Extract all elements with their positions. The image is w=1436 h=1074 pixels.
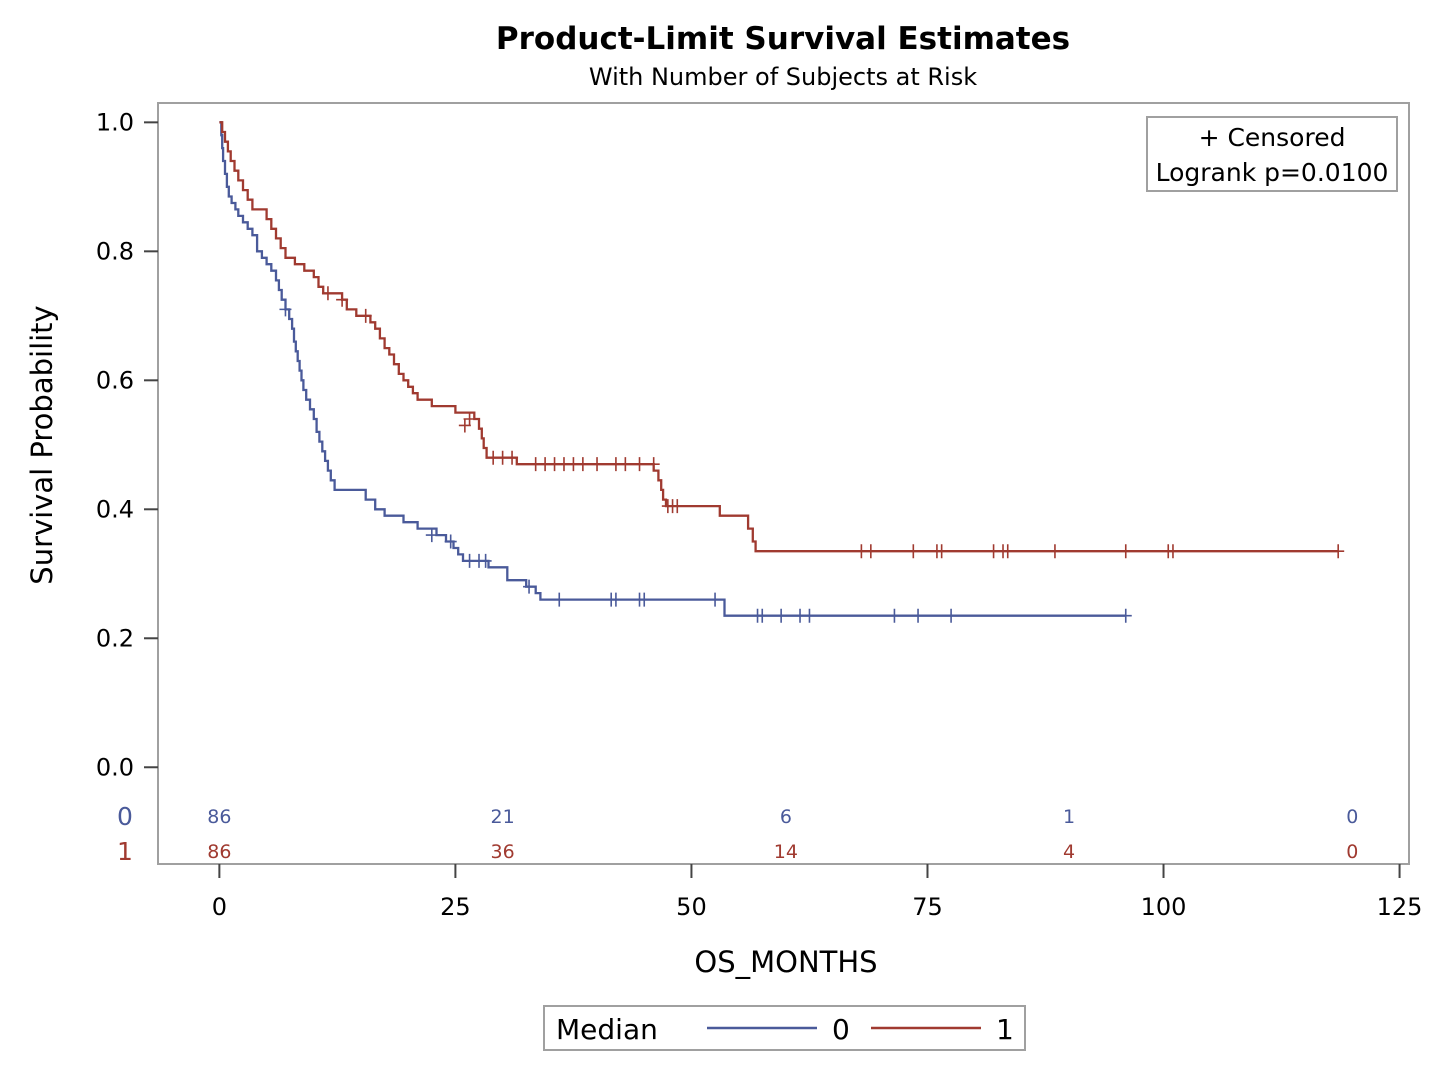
censor-mark-0 — [912, 608, 925, 623]
y-tick-label: 1.0 — [96, 108, 134, 136]
censor-mark-1 — [633, 457, 646, 472]
series-1 — [219, 121, 1345, 559]
x-tick-label: 75 — [912, 893, 943, 921]
censored-label: + Censored — [1199, 123, 1346, 152]
censor-mark-0 — [444, 534, 457, 549]
risk-count: 36 — [491, 841, 515, 863]
risk-count: 86 — [207, 806, 231, 828]
series-layer — [219, 121, 1345, 623]
censor-mark-0 — [888, 608, 901, 623]
censor-mark-1 — [1001, 544, 1014, 559]
censor-mark-1 — [506, 450, 519, 465]
censor-mark-0 — [775, 608, 788, 623]
censor-mark-0 — [479, 553, 492, 568]
x-tick-label: 25 — [440, 893, 471, 921]
risk-count: 86 — [207, 841, 231, 863]
plot-frame — [157, 102, 1410, 865]
censor-mark-0 — [638, 592, 651, 607]
censor-mark-1 — [591, 457, 604, 472]
censor-mark-1 — [1166, 544, 1179, 559]
censor-mark-1 — [907, 544, 920, 559]
censor-mark-1 — [576, 457, 589, 472]
chart-subtitle: With Number of Subjects at Risk — [589, 63, 977, 91]
y-axis: 0.0 0.2 0.4 0.6 0.8 1.0 — [96, 108, 158, 781]
x-tick-label: 0 — [212, 893, 227, 921]
censor-mark-1 — [935, 544, 948, 559]
survival-line-1 — [219, 121, 1339, 553]
legend-label-0: 0 — [832, 1013, 850, 1046]
censor-mark-0 — [945, 608, 958, 623]
y-tick-label: 0.6 — [96, 366, 134, 394]
inset-box: + Censored Logrank p=0.0100 — [1146, 116, 1398, 192]
censor-mark-0 — [279, 302, 292, 317]
censor-mark-1 — [647, 457, 660, 472]
risk-group-label: 1 — [117, 837, 133, 866]
logrank-label: Logrank p=0.0100 — [1156, 158, 1389, 187]
chart-title: Product-Limit Survival Estimates — [496, 21, 1070, 57]
x-tick-label: 125 — [1377, 893, 1423, 921]
censor-mark-1 — [359, 308, 372, 323]
censor-mark-0 — [1119, 608, 1132, 623]
censor-mark-1 — [864, 544, 877, 559]
censor-mark-1 — [1119, 544, 1132, 559]
risk-table: 0 86 21 6 1 0 1 86 36 14 4 0 — [117, 802, 1358, 866]
risk-count: 0 — [1346, 841, 1358, 863]
risk-group-label: 0 — [117, 802, 133, 831]
y-tick-label: 0.4 — [96, 495, 134, 523]
y-axis-label: Survival Probability — [25, 305, 59, 584]
risk-count: 6 — [780, 806, 792, 828]
censor-mark-0 — [425, 528, 438, 543]
risk-count: 21 — [491, 806, 515, 828]
censor-mark-1 — [619, 457, 632, 472]
censor-mark-0 — [756, 608, 769, 623]
legend: Median 0 1 — [543, 1005, 1026, 1051]
risk-count: 4 — [1063, 841, 1075, 863]
inset-frame — [1146, 116, 1398, 192]
censor-mark-1 — [463, 412, 476, 427]
censor-mark-0 — [803, 608, 816, 623]
censor-mark-1 — [671, 499, 684, 514]
legend-title: Median — [556, 1013, 658, 1046]
x-tick-label: 50 — [676, 893, 707, 921]
risk-count: 14 — [774, 841, 798, 863]
censor-mark-0 — [609, 592, 622, 607]
risk-count: 1 — [1063, 806, 1075, 828]
censor-mark-0 — [553, 592, 566, 607]
x-axis-label: OS_MONTHS — [694, 945, 877, 979]
censor-mark-1 — [1332, 544, 1345, 559]
risk-count: 0 — [1346, 806, 1358, 828]
y-tick-label: 0.8 — [96, 237, 134, 265]
legend-label-1: 1 — [996, 1013, 1014, 1046]
censor-mark-1 — [321, 286, 334, 301]
x-tick-label: 100 — [1141, 893, 1187, 921]
y-tick-label: 0.0 — [96, 753, 134, 781]
censor-mark-0 — [523, 579, 536, 594]
censor-mark-0 — [709, 592, 722, 607]
survival-line-0 — [219, 121, 1126, 617]
censor-mark-1 — [1048, 544, 1061, 559]
censor-mark-1 — [336, 292, 349, 307]
y-tick-label: 0.2 — [96, 624, 134, 652]
x-axis: 0 25 50 75 100 125 — [212, 864, 1423, 921]
series-0 — [219, 121, 1132, 623]
